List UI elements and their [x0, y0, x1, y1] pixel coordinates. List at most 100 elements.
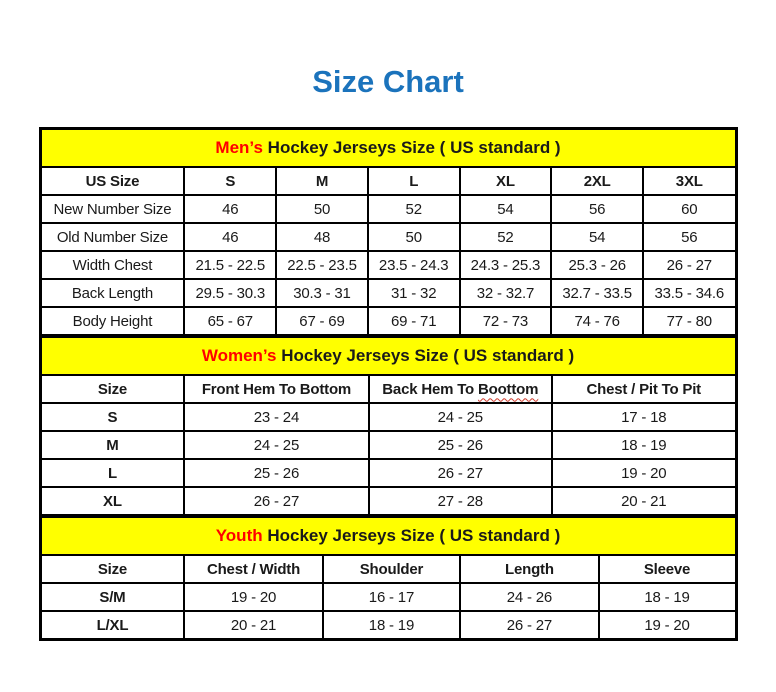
mens-heading-rest: Hockey Jerseys Size ( US standard ) [262, 138, 561, 157]
table-cell: 46 [183, 222, 278, 252]
column-header: Sleeve [597, 554, 737, 584]
table-cell: 50 [366, 222, 461, 252]
table-cell: 24 - 26 [459, 582, 600, 612]
table-cell: 18 - 19 [321, 610, 462, 640]
table-cell: 26 - 27 [183, 486, 370, 516]
table-row: Old Number Size 46 48 50 52 54 56 [39, 222, 737, 252]
womens-heading-rest: Hockey Jerseys Size ( US standard ) [276, 346, 575, 365]
row-label: Old Number Size [39, 222, 186, 252]
womens-heading-highlight: Women’s [201, 346, 277, 365]
table-row: Width Chest 21.5 - 22.5 22.5 - 23.5 23.5 - … [39, 250, 737, 280]
column-header: Chest / Pit To Pit [551, 374, 737, 404]
column-header: 2XL [550, 166, 645, 196]
row-label: S [39, 402, 186, 432]
column-header: Front Hem To Bottom [183, 374, 370, 404]
womens-section-band: Women’s Hockey Jerseys Size ( US standar… [39, 336, 737, 376]
table-cell: 67 - 69 [275, 306, 369, 336]
table-cell: 29.5 - 30.3 [183, 278, 278, 308]
column-header: Size [39, 374, 186, 404]
row-label: Width Chest [39, 250, 186, 280]
youth-section-heading: Youth Hockey Jerseys Size ( US standard … [39, 516, 737, 556]
row-label: Body Height [39, 306, 186, 336]
table-cell: 25.3 - 26 [550, 250, 645, 280]
table-row: New Number Size 46 50 52 54 56 60 [39, 194, 737, 224]
table-cell: 33.5 - 34.6 [642, 278, 737, 308]
youth-section-band: Youth Hockey Jerseys Size ( US standard … [39, 516, 737, 556]
table-row: S/M 19 - 20 16 - 17 24 - 26 18 - 19 [39, 582, 737, 612]
table-cell: 27 - 28 [367, 486, 554, 516]
page-title: Size Chart [312, 64, 464, 99]
table-row: S 23 - 24 24 - 25 17 - 18 [39, 402, 737, 432]
table-cell: 26 - 27 [367, 458, 554, 488]
table-cell: 23.5 - 24.3 [366, 250, 461, 280]
table-cell: 54 [550, 222, 645, 252]
table-cell: 54 [458, 194, 553, 224]
row-label: L [39, 458, 186, 488]
column-header: M [275, 166, 369, 196]
table-cell: 16 - 17 [321, 582, 462, 612]
column-header: Size [39, 554, 186, 584]
youth-size-table: Youth Hockey Jerseys Size ( US standard … [39, 516, 737, 640]
mens-heading-highlight: Men’s [215, 138, 263, 157]
youth-column-header-row: Size Chest / Width Shoulder Length Sleeve [39, 554, 737, 584]
table-cell: 24.3 - 25.3 [458, 250, 553, 280]
youth-heading-highlight: Youth [215, 526, 263, 545]
row-label: XL [39, 486, 186, 516]
table-cell: 19 - 20 [597, 610, 737, 640]
mens-column-header-row: US Size S M L XL 2XL 3XL [39, 166, 737, 196]
mens-section-heading: Men’s Hockey Jerseys Size ( US standard … [39, 128, 737, 168]
table-cell: 18 - 19 [551, 430, 737, 460]
table-cell: 56 [550, 194, 645, 224]
table-cell: 17 - 18 [551, 402, 737, 432]
table-cell: 46 [183, 194, 278, 224]
table-cell: 32 - 32.7 [458, 278, 553, 308]
table-cell: 20 - 21 [551, 486, 737, 516]
table-cell: 31 - 32 [366, 278, 461, 308]
column-header: US Size [39, 166, 186, 196]
row-label: Back Length [39, 278, 186, 308]
table-cell: 26 - 27 [642, 250, 737, 280]
table-cell: 52 [458, 222, 553, 252]
column-header: 3XL [642, 166, 737, 196]
header-text-part: Boottom [477, 380, 539, 398]
mens-section-band: Men’s Hockey Jerseys Size ( US standard … [39, 128, 737, 168]
row-label: M [39, 430, 186, 460]
column-header: Shoulder [321, 554, 462, 584]
row-label: L/XL [39, 610, 186, 640]
table-cell: 19 - 20 [551, 458, 737, 488]
youth-table-body: S/M 19 - 20 16 - 17 24 - 26 18 - 19 L/XL 20 - … [39, 582, 737, 640]
table-cell: 21.5 - 22.5 [183, 250, 278, 280]
table-row: M 24 - 25 25 - 26 18 - 19 [39, 430, 737, 460]
table-row: L/XL 20 - 21 18 - 19 26 - 27 19 - 20 [39, 610, 737, 640]
mens-table-body: New Number Size 46 50 52 54 56 60 Old Number Si… [39, 194, 737, 336]
column-header: S [183, 166, 278, 196]
table-cell: 48 [275, 222, 369, 252]
table-cell: 25 - 26 [367, 430, 554, 460]
row-label: S/M [39, 582, 186, 612]
table-cell: 20 - 21 [183, 610, 324, 640]
column-header: Length [459, 554, 600, 584]
table-cell: 24 - 25 [367, 402, 554, 432]
column-header: L [366, 166, 461, 196]
womens-column-header-row: Size Front Hem To Bottom Back Hem To Boott… [39, 374, 737, 404]
table-cell: 60 [642, 194, 737, 224]
table-cell: 25 - 26 [183, 458, 370, 488]
column-header: Chest / Width [183, 554, 324, 584]
table-cell: 69 - 71 [366, 306, 461, 336]
table-cell: 32.7 - 33.5 [550, 278, 645, 308]
table-cell: 23 - 24 [183, 402, 370, 432]
table-cell: 56 [642, 222, 737, 252]
womens-table-body: S 23 - 24 24 - 25 17 - 18 M 24 - 25 25 - 26 18 … [39, 402, 737, 516]
table-cell: 65 - 67 [183, 306, 278, 336]
table-row: XL 26 - 27 27 - 28 20 - 21 [39, 486, 737, 516]
column-header: XL [458, 166, 553, 196]
row-label: New Number Size [39, 194, 186, 224]
womens-section-heading: Women’s Hockey Jerseys Size ( US standar… [39, 336, 737, 376]
table-cell: 50 [275, 194, 369, 224]
table-cell: 52 [366, 194, 461, 224]
womens-size-table: Women’s Hockey Jerseys Size ( US standar… [39, 336, 737, 516]
column-header: Back Hem To Boottom [367, 374, 554, 404]
table-cell: 72 - 73 [458, 306, 553, 336]
table-cell: 30.3 - 31 [275, 278, 369, 308]
